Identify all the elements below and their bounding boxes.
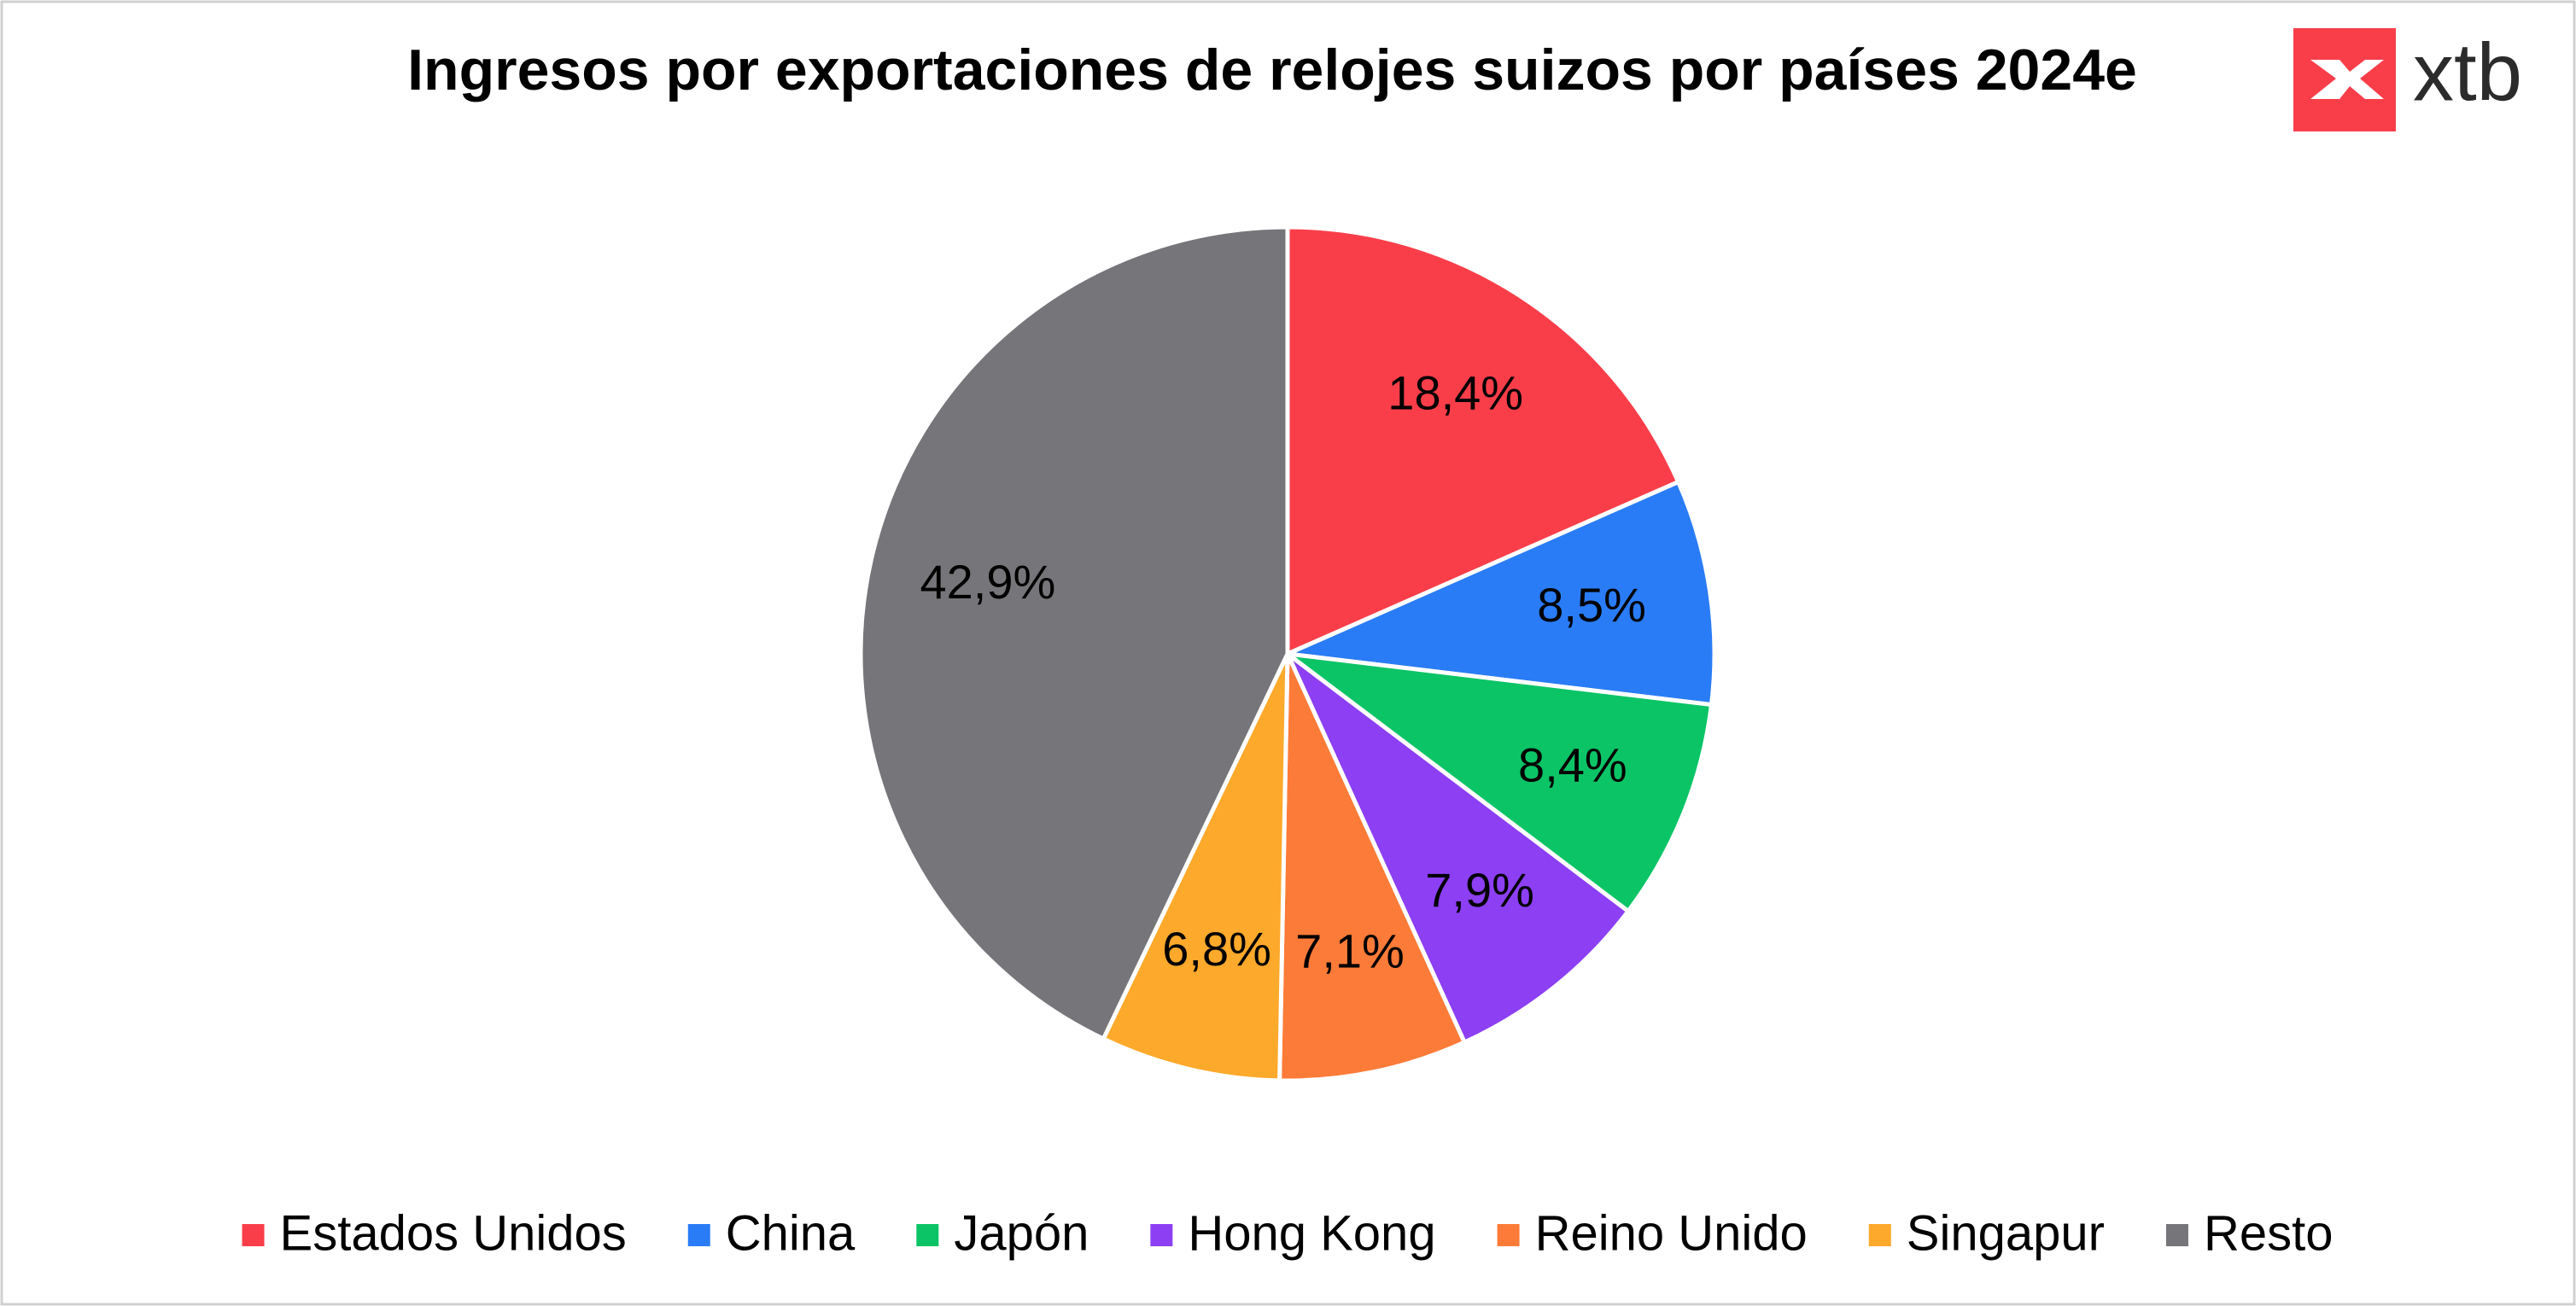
data-label: 7,9%	[1425, 863, 1534, 917]
logo: xtb	[2293, 26, 2522, 131]
legend-swatch	[242, 1224, 265, 1246]
data-label: 18,4%	[1387, 365, 1523, 419]
legend-swatch	[2165, 1224, 2188, 1246]
legend-swatch	[1497, 1224, 1520, 1246]
legend-label: Reino Unido	[1535, 1205, 1808, 1261]
legend-swatch	[1868, 1224, 1891, 1246]
pie-slice	[1279, 479, 1717, 708]
data-label: 42,9%	[920, 555, 1056, 609]
legend-label: Singapur	[1907, 1205, 2105, 1261]
data-label: 8,4%	[1518, 738, 1627, 791]
logo-mark	[2310, 60, 2384, 99]
data-label: 6,8%	[1162, 922, 1271, 976]
data-label: 7,1%	[1295, 924, 1405, 977]
legend-swatch	[916, 1224, 939, 1246]
legend-label: Estados Unidos	[280, 1205, 627, 1261]
data-label: 8,5%	[1537, 578, 1646, 632]
legend-swatch	[1150, 1224, 1173, 1246]
pie-slice	[1285, 224, 1681, 657]
pie-slice	[1285, 652, 1632, 1046]
chart-title: Ingresos por exportaciones de relojes su…	[407, 38, 2137, 102]
legend-swatch	[687, 1224, 710, 1246]
legend-label: China	[726, 1205, 856, 1261]
pie-slice	[858, 224, 1290, 1042]
legend-label: Resto	[2204, 1205, 2334, 1261]
legend-label: Japón	[954, 1205, 1089, 1261]
legend-label: Hong Kong	[1188, 1205, 1435, 1261]
logo-text: xtb	[2413, 26, 2522, 118]
pie-slice	[1280, 650, 1714, 914]
pie-slice	[1277, 652, 1468, 1083]
legend: Estados Unidos China Japón Hong Kong Reino U…	[242, 1205, 2334, 1261]
pie-slice	[1100, 652, 1290, 1083]
